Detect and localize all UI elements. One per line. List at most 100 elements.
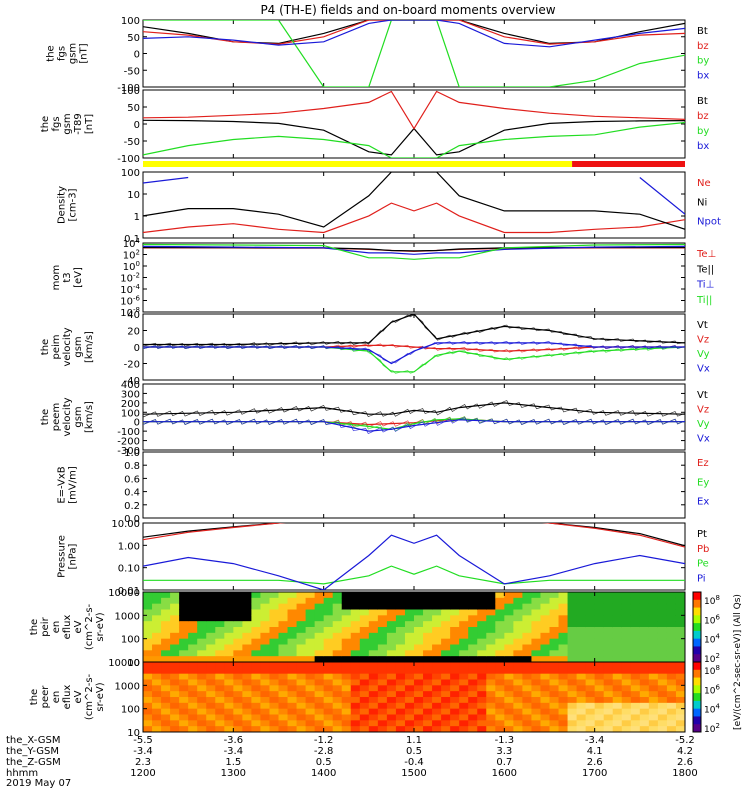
spectrogram-cell: [414, 644, 424, 651]
spectrogram-cell: [648, 685, 659, 692]
status-red: [572, 161, 685, 167]
spectrogram-cell: [143, 627, 153, 634]
spectrogram-cell: [558, 592, 569, 599]
spectrogram-cell: [648, 632, 659, 640]
spectrogram-cell: [513, 720, 523, 727]
spectrogram-cell: [423, 632, 433, 640]
spectrogram-cell: [432, 697, 442, 704]
spectrogram-cell: [224, 720, 234, 727]
spectrogram-cell: [359, 644, 370, 651]
spectrogram-cell: [531, 714, 541, 721]
spectrogram-cell: [603, 691, 614, 698]
ephem-value: 0.5: [316, 757, 332, 768]
spectrogram-cell: [477, 621, 487, 628]
spectrogram-cell: [314, 638, 325, 645]
spectrogram-cell: [332, 609, 343, 616]
spectrogram-cell: [197, 685, 207, 692]
spectrogram-cell: [621, 720, 632, 727]
spectrogram-cell: [386, 592, 397, 599]
spectrogram-cell: [666, 691, 677, 698]
spectrogram-cell: [612, 650, 623, 657]
spectrogram-cell: [495, 632, 505, 640]
spectrogram-cell: [179, 650, 189, 657]
spectrogram-cell: [350, 714, 361, 721]
spectrogram-cell: [350, 662, 361, 669]
spectrogram-cell: [549, 691, 560, 698]
spectrogram-cell: [477, 726, 487, 733]
spectrogram-cell: [495, 615, 505, 622]
spectrogram-cell: [206, 644, 216, 651]
spectrogram-cell: [224, 592, 234, 599]
spectrogram-cell: [594, 603, 605, 610]
spectrogram-cell: [278, 685, 289, 692]
spectrogram-cell: [386, 632, 397, 640]
colorbar-tick-label: 106: [704, 613, 720, 626]
spectrogram-cell: [495, 656, 505, 663]
spectrogram-cell: [657, 603, 668, 610]
spectrogram-cell: [675, 697, 686, 704]
spectrogram-cell: [350, 673, 361, 680]
spectrogram-cell: [314, 708, 325, 715]
spectrogram-cell: [441, 702, 451, 710]
spectrogram-cell: [639, 685, 650, 692]
spectrogram-cell: [432, 702, 442, 710]
spectrogram-cell: [170, 656, 180, 663]
spectrogram-cell: [441, 638, 451, 645]
spectrogram-cell: [197, 592, 207, 599]
spectrogram-cell: [657, 615, 668, 622]
spectrogram-cell: [323, 627, 334, 634]
spectrogram-cell: [161, 720, 171, 727]
spectrogram-cell: [414, 627, 424, 634]
spectrogram-cell: [305, 697, 316, 704]
spectrogram-cell: [152, 708, 162, 715]
spectrogram-cell: [386, 691, 397, 698]
spectrogram-cell: [522, 592, 532, 599]
spectrogram-cell: [170, 627, 180, 634]
series-line-Pe: [143, 565, 685, 585]
spectrogram-cell: [477, 691, 487, 698]
spectrogram-cell: [522, 667, 532, 675]
y-tick-label: -200: [117, 437, 140, 448]
spectrogram-cell: [260, 609, 270, 616]
spectrogram-cell: [260, 603, 270, 610]
colorbar-cell: [693, 592, 701, 601]
spectrogram-cell: [296, 667, 307, 675]
spectrogram-cell: [170, 714, 180, 721]
spectrogram-cell: [675, 685, 686, 692]
spectrogram-cell: [206, 679, 216, 686]
spectrogram-cell: [657, 644, 668, 651]
spectrogram-cell: [332, 638, 343, 645]
spectrogram-cell: [143, 638, 153, 645]
spectrogram-cell: [269, 592, 279, 599]
spectrogram-cell: [639, 621, 650, 628]
y-axis-label: peir: [40, 616, 51, 636]
spectrogram-cell: [477, 708, 487, 715]
spectrogram-cell: [341, 691, 352, 698]
spectrogram-cell: [287, 714, 298, 721]
spectrogram-cell: [287, 615, 298, 622]
spectrogram-cell: [233, 656, 243, 663]
spectrogram-cell: [278, 697, 289, 704]
spectrogram-cell: [594, 714, 605, 721]
spectrogram-cell: [495, 726, 505, 733]
spectrogram-cell: [531, 708, 541, 715]
spectrogram-cell: [621, 609, 632, 616]
spectrogram-cell: [567, 714, 578, 721]
spectrogram-cell: [179, 621, 189, 628]
spectrogram-cell: [251, 685, 261, 692]
spectrogram-cell: [350, 597, 361, 605]
spectrogram-cell: [305, 720, 316, 727]
spectrogram-cell: [161, 662, 171, 669]
spectrogram-cell: [468, 632, 478, 640]
spectrogram-cell: [404, 691, 415, 698]
spectrogram-cell: [540, 726, 550, 733]
spectrogram-cell: [531, 627, 541, 634]
spectrogram-cell: [576, 685, 587, 692]
spectrogram-cell: [395, 615, 406, 622]
spectrogram-cell: [350, 697, 361, 704]
spectrogram-cell: [585, 667, 596, 675]
spectrogram-cell: [414, 632, 424, 640]
spectrogram-cell: [594, 615, 605, 622]
spectrogram-cell: [323, 632, 334, 640]
